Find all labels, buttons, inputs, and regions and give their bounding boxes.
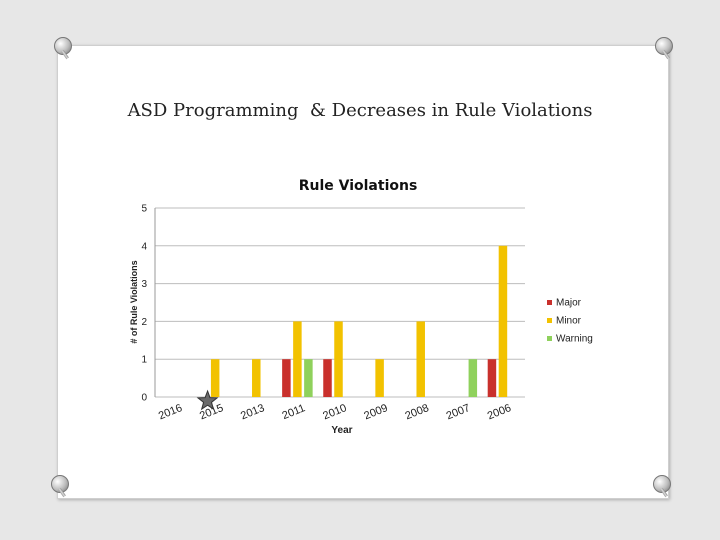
bar-major — [487, 359, 497, 397]
y-tick-label: 3 — [141, 279, 147, 290]
bar-minor — [210, 359, 220, 397]
x-tick-label: 2010 — [321, 402, 348, 422]
slide-frame — [57, 45, 669, 499]
bar-minor — [498, 245, 508, 397]
star-icon — [196, 389, 219, 411]
pushpin-icon — [655, 37, 673, 60]
y-tick-label: 2 — [141, 317, 147, 328]
x-tick-label: 2009 — [362, 402, 389, 422]
x-tick-label: 2008 — [404, 402, 431, 422]
x-tick-label: 2013 — [239, 402, 266, 422]
x-tick-label: 2016 — [157, 402, 184, 422]
bar-minor — [252, 359, 261, 397]
y-tick-label: 1 — [141, 355, 147, 366]
pushpin-icon — [653, 475, 671, 498]
legend-label-minor: Minor — [556, 316, 582, 327]
x-tick-label: 2007 — [445, 402, 472, 422]
x-axis-label: Year — [331, 425, 352, 436]
pushpin-icon — [51, 475, 69, 498]
y-axis-label: # of Rule Violations — [129, 260, 139, 343]
legend-label-major: Major — [556, 298, 582, 309]
y-tick-label: 5 — [141, 204, 147, 215]
chart-title: Rule Violations — [299, 178, 418, 194]
x-tick-label: 2011 — [281, 402, 307, 422]
bar-major — [282, 359, 291, 397]
bar-minor — [375, 359, 384, 397]
bar-minor — [293, 321, 302, 397]
pushpin-icon — [54, 37, 72, 60]
bar-major — [323, 359, 332, 397]
x-tick-label: 2006 — [486, 402, 513, 422]
bar-minor — [334, 321, 343, 397]
legend-swatch-warning — [547, 336, 552, 341]
slide-title: ASD Programming & Decreases in Rule Viol… — [127, 100, 593, 121]
legend-label-warning: Warning — [556, 334, 593, 345]
legend-swatch-major — [547, 300, 552, 305]
bar-warning — [468, 359, 478, 397]
bar-minor — [416, 321, 425, 397]
y-tick-label: 4 — [141, 241, 147, 252]
legend-swatch-minor — [547, 318, 552, 323]
bar-warning — [304, 359, 313, 397]
y-tick-label: 0 — [141, 393, 147, 404]
